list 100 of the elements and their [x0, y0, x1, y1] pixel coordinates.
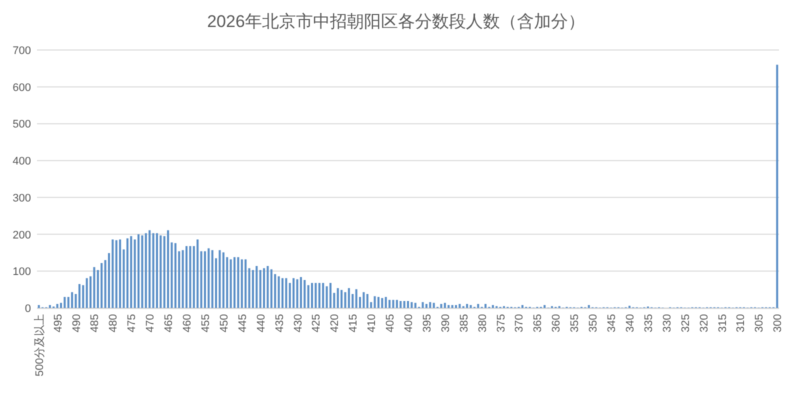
- bar: [152, 233, 154, 308]
- bar: [444, 302, 446, 308]
- x-tick-label: 480: [108, 314, 120, 332]
- bar: [492, 305, 494, 308]
- bar: [204, 251, 206, 308]
- bar: [362, 292, 365, 308]
- bar: [112, 239, 114, 308]
- bar: [167, 230, 170, 308]
- bar: [329, 282, 332, 308]
- bar: [56, 304, 58, 308]
- x-tick-label: 320: [698, 314, 710, 332]
- bar: [374, 296, 376, 308]
- bar: [259, 270, 262, 308]
- bar: [285, 278, 288, 308]
- bar: [484, 304, 487, 308]
- x-tick-label: 465: [163, 314, 176, 332]
- bar: [304, 280, 306, 308]
- bar: [392, 300, 394, 308]
- bar: [377, 296, 380, 308]
- x-tick-label: 360: [550, 314, 563, 332]
- bar: [270, 269, 272, 308]
- bar: [344, 292, 346, 308]
- x-tick-label: 500分及以上: [32, 314, 46, 376]
- bar: [148, 230, 151, 308]
- x-tick-label: 450: [218, 314, 230, 332]
- x-tick-label: 350: [588, 314, 600, 332]
- bar: [296, 279, 298, 308]
- y-tick-label: 0: [24, 303, 31, 315]
- bar: [521, 305, 524, 308]
- bar: [86, 278, 88, 308]
- bar: [355, 289, 358, 308]
- x-tick-label: 355: [569, 314, 582, 332]
- bar: [64, 296, 66, 308]
- bar: [119, 239, 122, 308]
- x-tick-label: 305: [754, 314, 766, 332]
- bar: [432, 302, 435, 308]
- bar: [388, 300, 391, 308]
- bar: [429, 302, 432, 308]
- x-tick-label: 370: [514, 314, 526, 332]
- bar: [396, 300, 398, 308]
- bar: [218, 250, 221, 308]
- x-tick-label: 455: [200, 314, 212, 332]
- bar: [200, 251, 202, 308]
- bar: [348, 288, 350, 308]
- bar: [182, 250, 184, 308]
- bar: [252, 270, 254, 308]
- bar: [425, 304, 428, 308]
- bar: [454, 305, 458, 308]
- x-tick-label: 300: [772, 314, 784, 332]
- bar: [326, 286, 328, 308]
- y-tick-label: 400: [12, 156, 31, 168]
- x-tick-label: 390: [440, 314, 452, 332]
- x-tick-label: 435: [274, 314, 286, 332]
- bar: [544, 305, 546, 308]
- x-tick-label: 475: [126, 314, 138, 332]
- y-tick-label: 500: [12, 118, 31, 131]
- bar: [256, 266, 258, 308]
- bar: [230, 259, 232, 308]
- x-tick-label: 445: [236, 314, 249, 332]
- bar: [406, 300, 410, 308]
- bar: [138, 234, 140, 308]
- bar: [410, 302, 413, 308]
- bar: [318, 282, 320, 308]
- bar: [211, 250, 214, 308]
- x-tick-label: 395: [421, 314, 434, 332]
- bar: [322, 282, 324, 308]
- bar: [208, 248, 210, 308]
- bar: [470, 305, 472, 308]
- x-tick-label: 385: [458, 314, 470, 332]
- bar: [451, 305, 454, 308]
- bar: [237, 257, 240, 308]
- bar: [314, 282, 317, 308]
- bar: [71, 292, 74, 308]
- y-tick-label: 100: [12, 266, 31, 278]
- bar: [414, 302, 416, 308]
- bar: [281, 278, 284, 308]
- bar: [776, 64, 778, 308]
- bar: [266, 266, 269, 308]
- bar: [263, 268, 266, 308]
- bar: [38, 305, 40, 308]
- x-tick-label: 335: [642, 314, 655, 332]
- x-tick-label: 485: [89, 314, 102, 332]
- bar: [126, 238, 128, 308]
- bar: [141, 235, 144, 308]
- x-tick-label: 400: [403, 314, 415, 332]
- bar: [115, 240, 118, 308]
- bar: [300, 277, 302, 308]
- x-tick-label: 425: [310, 314, 323, 332]
- x-tick-label: 495: [52, 314, 64, 332]
- bar: [422, 302, 424, 308]
- x-tick-label: 365: [532, 314, 544, 332]
- bar: [233, 257, 236, 308]
- x-tick-label: 410: [366, 314, 378, 332]
- bar: [78, 284, 80, 308]
- y-tick-label: 200: [12, 229, 31, 242]
- x-tick-label: 470: [144, 314, 157, 332]
- bar: [156, 233, 158, 308]
- x-tick-label: 325: [680, 314, 692, 332]
- x-tick-label: 420: [329, 314, 342, 332]
- y-tick-label: 600: [12, 82, 31, 94]
